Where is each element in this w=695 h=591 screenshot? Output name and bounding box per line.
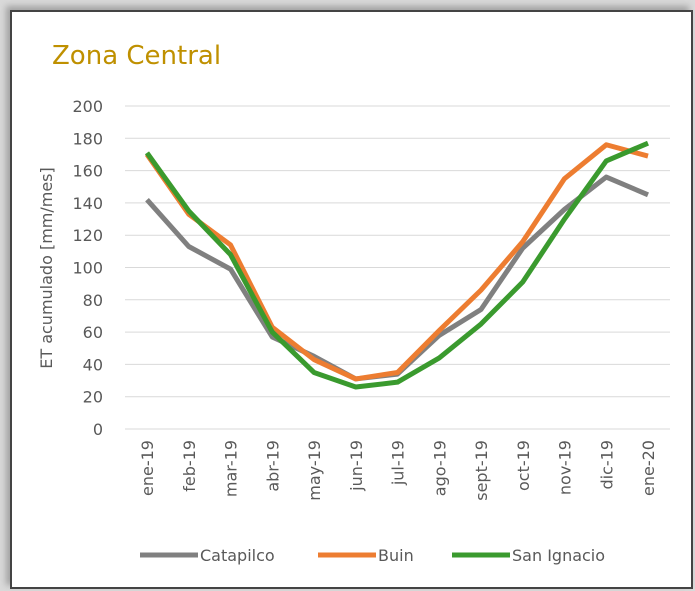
chart-title: Zona Central	[52, 41, 221, 71]
y-tick-label: 140	[72, 194, 103, 213]
y-axis-label: ET acumulado [mm/mes]	[37, 167, 56, 369]
x-tick-label: ago-19	[430, 440, 449, 496]
x-tick-label: jun-19	[347, 440, 366, 492]
series-line	[144, 142, 649, 382]
x-tick-label: abr-19	[263, 440, 282, 492]
x-tick-label: ene-19	[138, 440, 157, 496]
x-tick-label: jul-19	[389, 440, 408, 486]
y-tick-label: 0	[93, 420, 103, 439]
series-line	[144, 140, 649, 390]
x-tick-label: nov-19	[556, 440, 575, 495]
y-tick-label: 200	[72, 97, 103, 116]
y-tick-label: 100	[72, 259, 103, 278]
y-tick-label: 20	[83, 388, 103, 407]
x-tick-label: mar-19	[222, 440, 241, 497]
legend-label: Buin	[378, 546, 414, 565]
x-tick-label: ene-20	[639, 440, 658, 496]
x-tick-label: may-19	[305, 440, 324, 501]
y-tick-label: 120	[72, 226, 103, 245]
x-tick-label: feb-19	[180, 440, 199, 492]
x-tick-label: oct-19	[514, 440, 533, 491]
legend-label: San Ignacio	[512, 546, 605, 565]
y-tick-label: 40	[83, 355, 103, 374]
y-tick-label: 180	[72, 129, 103, 148]
y-tick-label: 160	[72, 162, 103, 181]
x-tick-label: sept-19	[472, 440, 491, 501]
legend-label: Catapilco	[200, 546, 275, 565]
x-tick-label: dic-19	[597, 440, 616, 490]
y-tick-label: 60	[83, 323, 103, 342]
y-tick-label: 80	[83, 291, 103, 310]
